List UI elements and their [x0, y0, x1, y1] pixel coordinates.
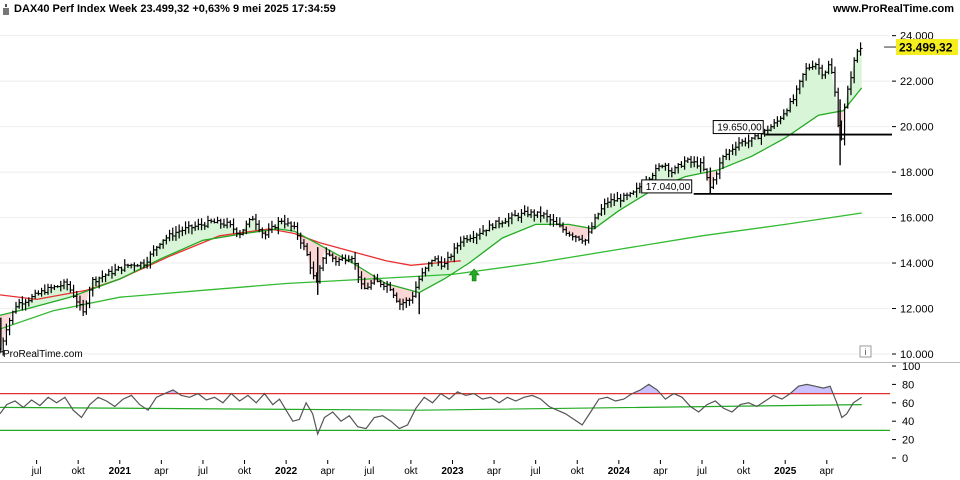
oscillator-panel[interactable]: 100 80 60 40 20 0	[0, 361, 920, 465]
time-tick-label: jul	[363, 466, 374, 477]
bear-fill	[296, 232, 345, 286]
instrument-title: DAX40 Perf Index Week 23.499,32 +0,63% 9…	[14, 3, 336, 15]
osc-tick-label: 80	[902, 379, 914, 391]
time-tick-label: apr	[820, 466, 835, 477]
time-tick-label: 2022	[275, 466, 298, 477]
price-tick-label: 14.000	[900, 258, 934, 270]
osc-tick-label: 60	[902, 398, 914, 410]
moving-average-lines	[0, 87, 863, 330]
time-tick-label: apr	[653, 466, 668, 477]
arrow-up-shape	[468, 268, 480, 282]
level-label-box	[641, 179, 693, 194]
last-price-label: 23.499,32	[899, 41, 953, 55]
overbought-fill	[790, 384, 833, 394]
price-tick-label: 22.000	[900, 76, 934, 88]
watermark: ProRealTime.com	[3, 349, 83, 360]
chart-header: DAX40 Perf Index Week 23.499,32 +0,63% 9…	[0, 0, 960, 20]
price-tick-label: 16.000	[900, 213, 934, 225]
info-icon[interactable]: i	[859, 345, 872, 358]
ma-slow-line	[0, 212, 862, 330]
level-label: 17.040,00	[646, 182, 691, 193]
bear-fill	[0, 312, 12, 352]
oscillator-axis: 100 80 60 40 20 0	[892, 361, 920, 465]
time-tick-label: apr	[320, 466, 335, 477]
time-tick-label: 2024	[608, 466, 631, 477]
time-tick-label: okt	[238, 466, 252, 477]
last-price-tag: 23.499,32	[884, 39, 958, 56]
bear-fill	[356, 265, 415, 304]
bear-fill	[262, 230, 270, 236]
osc-tick-label: 40	[902, 416, 914, 428]
price-axis: 24.00022.00020.00018.00016.00014.00012.0…	[892, 31, 934, 361]
time-tick-label: jul	[530, 466, 541, 477]
site-link[interactable]: www.ProRealTime.com	[832, 3, 954, 15]
time-tick-label: apr	[154, 466, 169, 477]
osc-tick-label: 100	[902, 361, 920, 373]
info-icon-glyph: i	[865, 347, 867, 357]
time-tick-label: jul	[197, 466, 208, 477]
price-tick-label: 12.000	[900, 304, 934, 316]
time-tick-label: jul	[31, 466, 42, 477]
ma-mid-line	[0, 228, 461, 301]
drag-handle-icon[interactable]	[2, 3, 10, 15]
bull-fill	[271, 219, 295, 232]
bear-fill	[74, 290, 89, 314]
support-levels[interactable]: 19.650,00 17.040,00	[641, 120, 892, 195]
osc-signal-line	[0, 404, 862, 411]
osc-tick-label: 20	[902, 435, 914, 447]
time-tick-label: okt	[737, 466, 751, 477]
level-label: 19.650,00	[717, 123, 762, 134]
ma-fast-line	[0, 87, 863, 316]
overbought-fill	[632, 384, 660, 394]
time-axis: jul okt 2021 apr jul okt 2022 apr jul okt 2023 apr j…	[31, 460, 835, 477]
price-gridlines	[0, 35, 890, 355]
time-tick-label: jul	[696, 466, 707, 477]
buy-signal-arrow-icon	[468, 268, 480, 282]
price-tick-label: 18.000	[900, 167, 934, 179]
level-label-box	[712, 120, 764, 135]
info-icon-box	[859, 345, 872, 358]
time-tick-label: okt	[571, 466, 585, 477]
price-tick-label: 20.000	[900, 122, 934, 134]
price-bars	[0, 42, 863, 356]
time-tick-label: 2023	[441, 466, 464, 477]
last-price-background	[896, 39, 958, 56]
oscillator-lines	[0, 383, 890, 437]
price-tick-label: 10.000	[900, 349, 934, 361]
ma-crossover-fills	[0, 47, 862, 352]
bear-fill	[705, 170, 717, 188]
bull-fill	[415, 213, 556, 293]
osc-value-line	[0, 383, 863, 437]
time-tick-label: okt	[404, 466, 418, 477]
osc-tick-label: 0	[902, 453, 908, 465]
time-tick-label: okt	[72, 466, 86, 477]
oscillator-overbought-fills	[164, 384, 833, 394]
time-tick-label: apr	[487, 466, 502, 477]
time-tick-label: 2021	[109, 466, 132, 477]
time-tick-label: 2025	[774, 466, 797, 477]
bull-fill	[592, 160, 704, 229]
instrument-title-area: DAX40 Perf Index Week 23.499,32 +0,63% 9…	[2, 3, 336, 15]
